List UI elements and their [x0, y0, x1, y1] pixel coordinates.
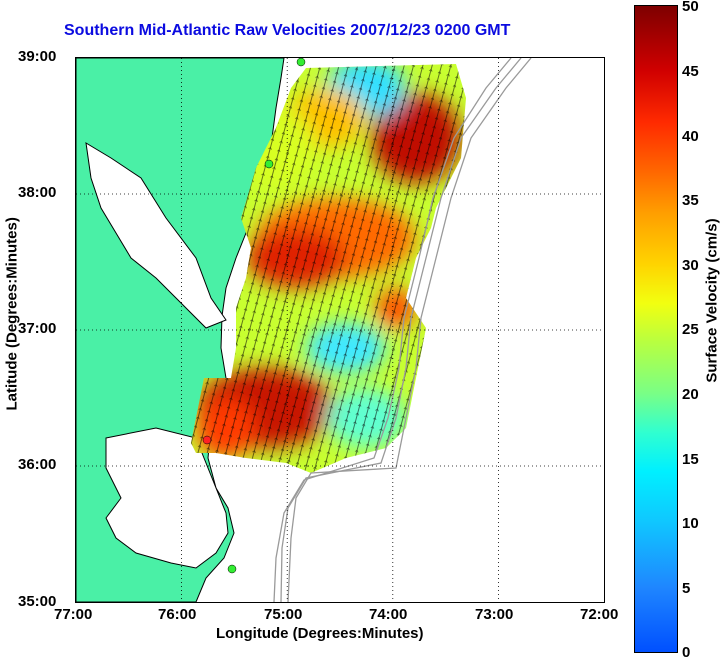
y-tick-label: 37:00 [18, 320, 57, 337]
colorbar-tick-label: 45 [682, 63, 699, 80]
chesapeake-bay [85, 142, 227, 329]
colorbar-tick-label: 25 [682, 321, 699, 338]
colorbar-tick-label: 20 [682, 386, 699, 403]
x-tick-label: 73:00 [475, 606, 514, 623]
colorbar-tick-label: 50 [682, 0, 699, 15]
colorbar-title: Surface Velocity (cm/s) [703, 218, 721, 383]
x-tick-label: 72:00 [580, 606, 619, 623]
station-marker [227, 564, 237, 574]
grid-lines [76, 58, 604, 602]
colorbar-tick-label: 30 [682, 257, 699, 274]
colorbar-tick-label: 15 [682, 451, 699, 468]
colorbar-tick-label: 40 [682, 128, 699, 145]
x-tick-label: 76:00 [158, 606, 197, 623]
x-tick-label: 74:00 [369, 606, 408, 623]
station-marker [202, 435, 212, 445]
x-axis-label: Longitude (Degrees:Minutes) [216, 625, 424, 642]
colorbar-tick-label: 10 [682, 515, 699, 532]
plot-title: Southern Mid-Atlantic Raw Velocities 200… [64, 22, 511, 39]
bathymetry-contours [273, 58, 532, 602]
y-tick-label: 35:00 [18, 593, 57, 610]
colorbar [634, 5, 678, 653]
x-tick-label: 77:00 [54, 606, 93, 623]
x-tick-label: 75:00 [264, 606, 303, 623]
y-tick-label: 39:00 [18, 48, 57, 65]
velocity-map [76, 58, 604, 602]
y-tick-label: 36:00 [18, 456, 57, 473]
station-marker [264, 159, 274, 169]
station-marker [296, 58, 306, 67]
y-axis-label: Latitude (Degrees:Minutes) [3, 217, 21, 411]
colorbar-tick-label: 5 [682, 580, 691, 597]
colorbar-tick-label: 35 [682, 192, 699, 209]
y-tick-label: 38:00 [18, 184, 57, 201]
colorbar-tick-label: 0 [682, 644, 691, 661]
map-panel[interactable] [75, 57, 605, 603]
